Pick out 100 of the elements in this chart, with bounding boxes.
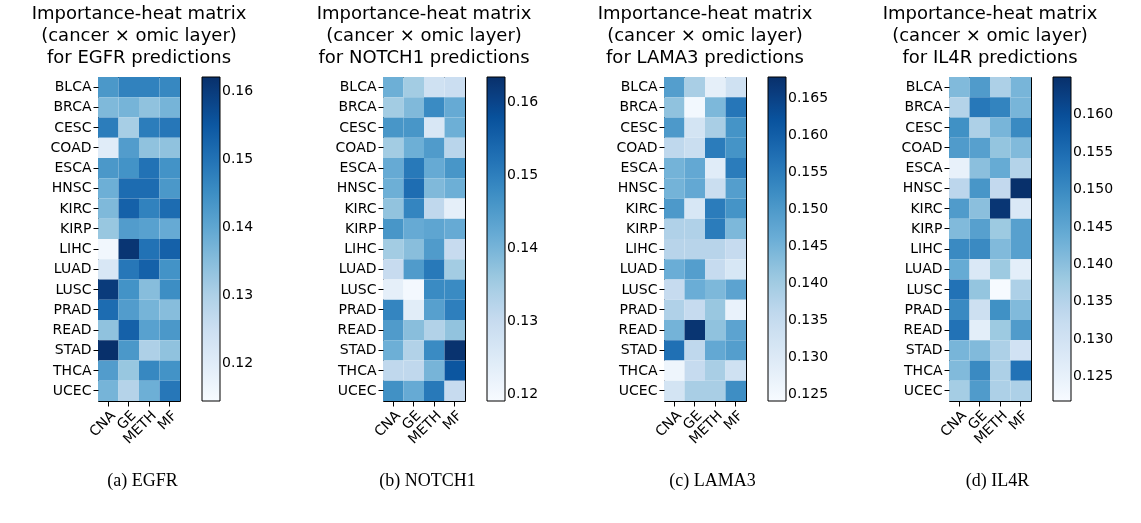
chart-title: Importance-heat matrix (cancer × omic layer) for LAMA3 predictions <box>597 2 813 67</box>
x-tick-label: CNA <box>651 406 684 440</box>
color-bar-label: 0.15 <box>507 166 539 183</box>
chart-title: Importance-heat matrix (cancer × omic layer) for NOTCH1 predictions <box>316 2 532 67</box>
color-bar-label: 0.155 <box>1072 142 1113 159</box>
color-bar-label: 0.145 <box>1072 217 1113 234</box>
y-tick-label: PRAD <box>904 300 942 317</box>
color-bar-label: 0.135 <box>1072 292 1113 309</box>
color-bar-label: 0.135 <box>787 310 828 327</box>
y-tick-label: CESC <box>619 118 658 135</box>
color-bar-label: 0.14 <box>222 218 254 235</box>
y-tick-label: PRAD <box>53 300 92 317</box>
y-tick-label: COAD <box>901 138 942 155</box>
y-tick-label: KIRP <box>625 219 657 236</box>
color-bar-label: 0.12 <box>222 354 254 371</box>
text: (d) IL4R <box>964 470 1031 491</box>
color-bar-label: 0.130 <box>1072 329 1113 346</box>
y-tick-label: KIRP <box>910 219 942 236</box>
y-tick-label: BRCA <box>53 98 92 115</box>
y-tick-label: CESC <box>904 118 943 135</box>
y-tick-label: COAD <box>616 138 657 155</box>
color-bar-label: 0.160 <box>1072 105 1113 122</box>
y-tick-label: LIHC <box>344 240 377 257</box>
y-tick-label: ESCA <box>904 159 943 176</box>
color-bar-label: 0.16 <box>222 81 254 98</box>
chart-title: Importance-heat matrix (cancer × omic layer) for IL4R predictions <box>882 2 1098 67</box>
y-tick-label: KIRP <box>345 219 377 236</box>
y-tick-label: STAD <box>54 341 92 358</box>
text: (a) EGFR <box>106 470 179 491</box>
color-bar-label: 0.15 <box>222 149 254 166</box>
y-tick-label: STAD <box>905 341 942 358</box>
y-tick-label: BLCA <box>54 78 92 95</box>
y-tick-label: BLCA <box>905 78 943 95</box>
y-tick-label: COAD <box>335 138 377 155</box>
y-tick-label: LIHC <box>59 240 92 257</box>
color-bar-label: 0.13 <box>222 286 254 303</box>
y-tick-label: HNSC <box>902 179 943 196</box>
chart-title: Importance-heat matrix (cancer × omic layer) for EGFR predictions <box>31 2 247 67</box>
y-tick-label: THCA <box>337 361 377 378</box>
y-tick-label: CESC <box>54 118 92 135</box>
y-tick-label: KIRC <box>344 199 377 216</box>
color-bar-label: 0.125 <box>787 384 828 401</box>
color-bar-label: 0.145 <box>787 236 828 253</box>
y-tick-label: HNSC <box>51 179 92 196</box>
y-tick-label: BRCA <box>619 98 658 115</box>
text: (c) LAMA3 <box>668 470 757 491</box>
y-tick-label: ESCA <box>54 159 92 176</box>
y-tick-label: LUSC <box>55 280 92 297</box>
y-tick-label: THCA <box>52 361 92 378</box>
y-tick-label: READ <box>337 321 377 338</box>
color-bar-label: 0.130 <box>787 347 828 364</box>
y-tick-label: READ <box>52 321 92 338</box>
color-bar-label: 0.16 <box>507 93 539 110</box>
y-tick-label: BLCA <box>620 78 658 95</box>
y-tick-label: ESCA <box>619 159 658 176</box>
y-tick-label: READ <box>618 321 657 338</box>
y-tick-label: LUSC <box>905 280 943 297</box>
y-tick-label: PRAD <box>619 300 657 317</box>
y-tick-label: KIRP <box>60 219 92 236</box>
color-bar-label: 0.12 <box>507 384 539 401</box>
y-tick-label: LUSC <box>340 280 377 297</box>
y-tick-label: BLCA <box>339 78 377 95</box>
y-tick-label: UCEC <box>618 381 658 398</box>
color-bar-label: 0.165 <box>787 88 828 105</box>
y-tick-label: STAD <box>620 341 657 358</box>
color-bar-label: 0.150 <box>1072 180 1113 197</box>
y-tick-label: ESCA <box>339 159 377 176</box>
y-tick-label: LIHC <box>909 240 943 257</box>
y-tick-label: LUAD <box>619 260 657 277</box>
color-bar-label: 0.14 <box>507 239 539 256</box>
y-tick-label: UCEC <box>337 381 377 398</box>
color-bar-label: 0.140 <box>787 273 828 290</box>
y-tick-label: READ <box>903 321 942 338</box>
y-tick-label: HNSC <box>336 179 377 196</box>
y-tick-label: BRCA <box>338 98 377 115</box>
y-tick-label: THCA <box>902 361 943 378</box>
color-bar-label: 0.160 <box>787 125 828 142</box>
y-tick-label: KIRC <box>59 199 92 216</box>
y-tick-label: PRAD <box>338 300 377 317</box>
y-tick-label: LUAD <box>904 260 942 277</box>
y-tick-label: KIRC <box>624 199 658 216</box>
y-tick-label: LUAD <box>53 260 92 277</box>
y-tick-label: LIHC <box>624 240 658 257</box>
y-tick-label: KIRC <box>909 199 943 216</box>
text: (b) NOTCH1 <box>378 470 477 491</box>
y-tick-label: THCA <box>617 361 658 378</box>
y-tick-label: HNSC <box>617 179 658 196</box>
y-tick-label: CESC <box>339 118 377 135</box>
color-bar-label: 0.155 <box>787 162 828 179</box>
color-bar-label: 0.140 <box>1072 255 1113 272</box>
x-tick-label: CNA <box>936 406 969 440</box>
y-tick-label: UCEC <box>52 381 92 398</box>
color-bar-label: 0.125 <box>1072 367 1113 384</box>
y-tick-label: LUSC <box>620 280 658 297</box>
y-tick-label: STAD <box>339 341 377 358</box>
y-tick-label: UCEC <box>903 381 943 398</box>
y-tick-label: BRCA <box>904 98 943 115</box>
y-tick-label: COAD <box>50 138 92 155</box>
y-tick-label: LUAD <box>338 260 377 277</box>
color-bar-label: 0.13 <box>507 311 539 328</box>
